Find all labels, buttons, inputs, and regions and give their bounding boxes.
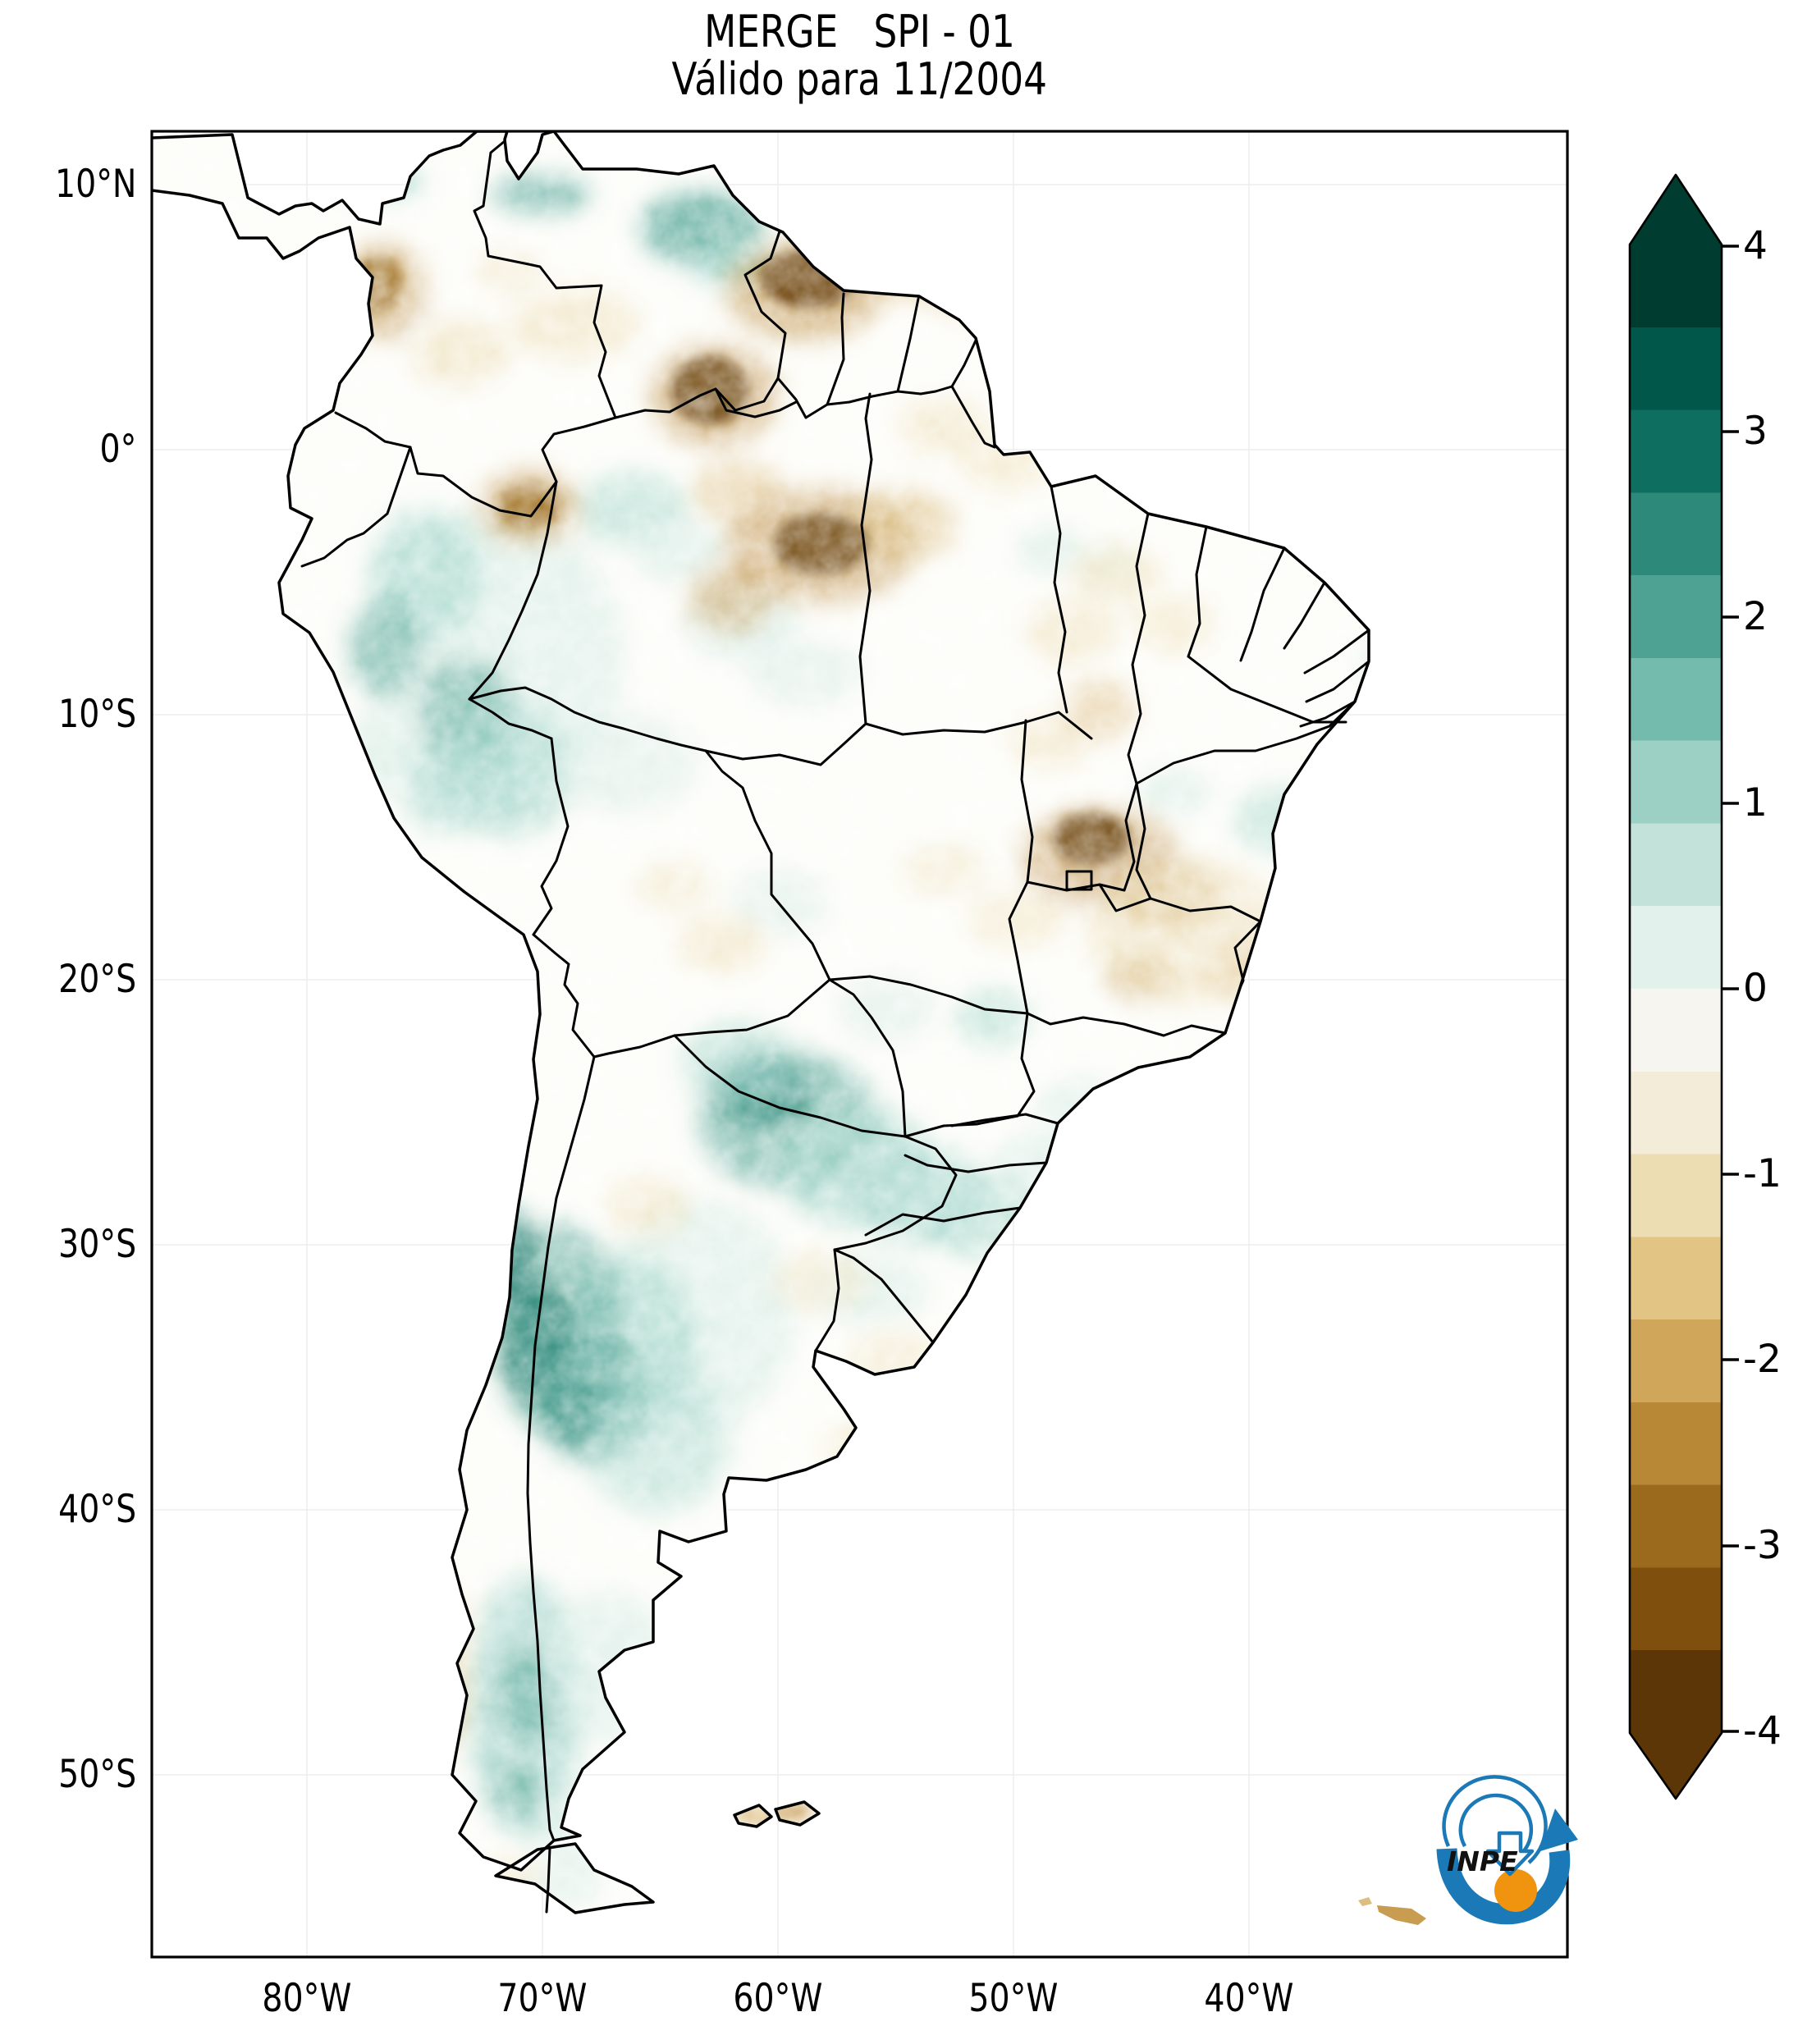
colorbar-label-m3: -3 — [1743, 1523, 1782, 1568]
colorbar-label-4: 4 — [1743, 223, 1768, 268]
x-tick-80w: 80°W — [262, 1976, 352, 2021]
x-tick-70w: 70°W — [497, 1976, 588, 2021]
colorbar — [1628, 173, 1739, 1800]
inpe-logo-arrowhead — [1540, 1809, 1578, 1851]
inpe-logo-spiral — [1442, 1775, 1548, 1864]
colorbar-label-3: 3 — [1743, 409, 1768, 454]
colorbar-label-m4: -4 — [1743, 1708, 1782, 1754]
y-tick-20s: 20°S — [57, 957, 136, 1002]
colorbar-label-2: 2 — [1743, 594, 1768, 639]
x-tick-60w: 60°W — [733, 1976, 823, 2021]
y-tick-30s: 30°S — [57, 1222, 136, 1267]
colorbar-bar — [1628, 173, 1723, 1800]
raster-speckle-overlay — [152, 131, 1369, 1913]
colorbar-label-0: 0 — [1743, 966, 1768, 1011]
colorbar-tick-marks — [1722, 245, 1739, 1733]
inpe-logo-spiral-inner — [1458, 1793, 1534, 1856]
inpe-logo: INPE — [1436, 1775, 1578, 1925]
y-tick-50s: 50°S — [57, 1752, 136, 1797]
y-tick-40s: 40°S — [57, 1487, 136, 1532]
inpe-logo-swoosh — [1436, 1848, 1571, 1925]
figure-subtitle: Válido para 11/2004 — [671, 53, 1048, 105]
inpe-logo-down-arrow — [1485, 1831, 1535, 1877]
colorbar-label-m1: -1 — [1743, 1151, 1782, 1196]
coastline — [152, 131, 1370, 1914]
y-tick-10s: 10°S — [57, 692, 136, 737]
x-tick-40w: 40°W — [1204, 1976, 1294, 2021]
colorbar-label-m2: -2 — [1743, 1337, 1782, 1382]
x-tick-50w: 50°W — [968, 1976, 1059, 2021]
inpe-logo-orange-ball — [1494, 1869, 1537, 1912]
y-tick-10n: 10°N — [54, 162, 136, 207]
colorbar-label-1: 1 — [1743, 780, 1768, 825]
inpe-logo-text: INPE — [1447, 1845, 1518, 1877]
y-tick-0: 0° — [99, 427, 136, 472]
south-georgia-sliver — [1358, 1897, 1426, 1925]
figure-title: MERGE SPI - 01 — [704, 6, 1015, 57]
country-state-borders — [300, 139, 1370, 1914]
axes-frame — [150, 130, 1569, 1959]
